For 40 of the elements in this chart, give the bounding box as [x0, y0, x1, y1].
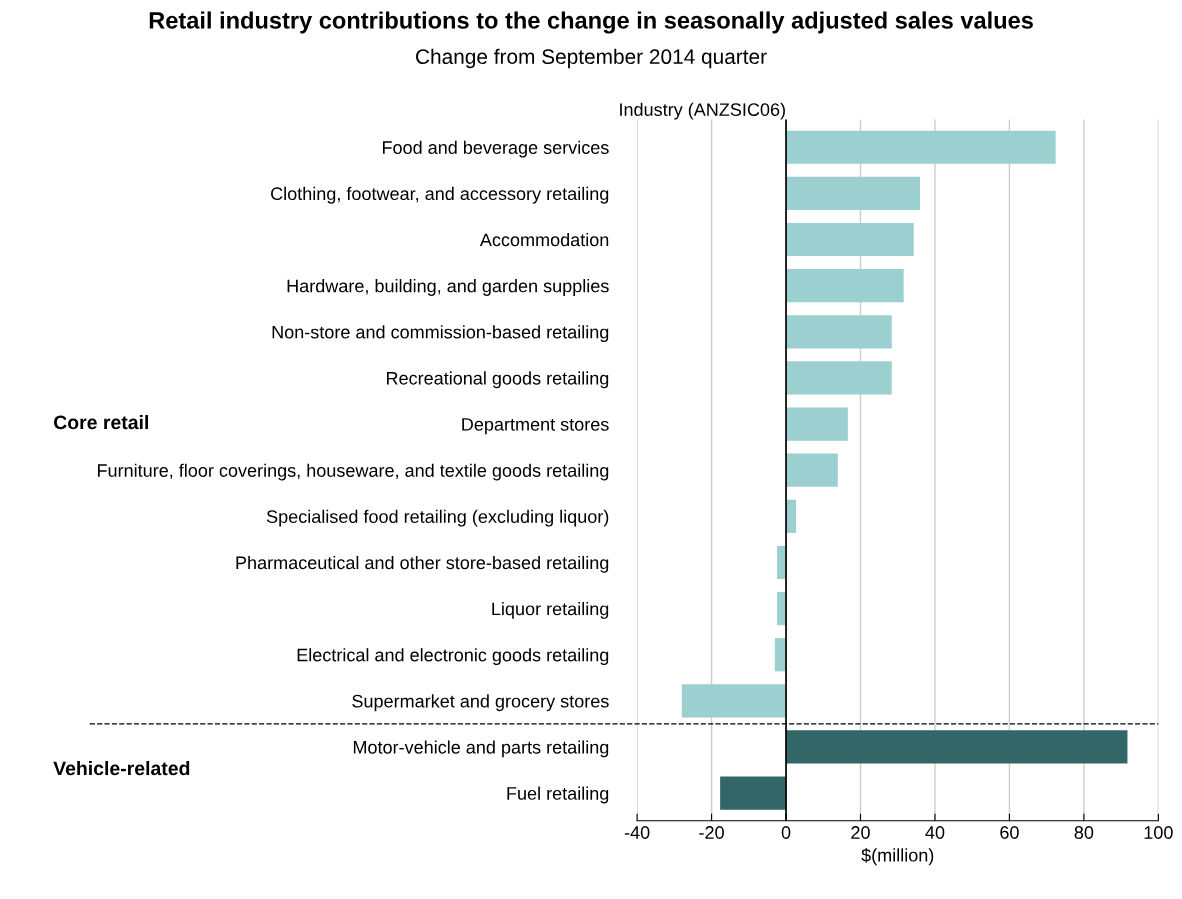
bar	[786, 176, 921, 210]
text: Vehicle-related	[53, 760, 190, 776]
bar	[786, 730, 1128, 764]
y-tick-label: Furniture, floor coverings, houseware, and textile goods retailing	[97, 463, 609, 481]
y-tick-label: Hardware, building, and garden supplies	[287, 279, 609, 296]
x-tick-label: -20	[699, 826, 724, 839]
bar	[681, 684, 787, 718]
y-tick-label: Fuel retailing	[507, 786, 609, 804]
chart-subtitle: Change from September 2014 quarter	[416, 48, 767, 69]
x-tick-label: 100	[1144, 826, 1173, 839]
x-tick-label: 40	[925, 826, 945, 839]
y-tick-label: Department stores	[462, 418, 609, 435]
y-tick-label: Pharmaceutical and other store-based retailing	[236, 555, 609, 573]
text: Core retail	[53, 414, 148, 430]
x-axis-title: $(million)	[861, 848, 934, 866]
y-axis-title: Industry (ANZSIC06)	[620, 102, 785, 120]
y-tick-label: Motor-vehicle and parts retailing	[353, 740, 609, 758]
y-tick-label: Food and beverage services	[382, 140, 609, 158]
y-tick-label: Specialised food retailing (excluding liquor)	[266, 509, 609, 527]
bar	[786, 130, 1056, 164]
bar	[786, 453, 838, 487]
y-tick-label: Liquor retailing	[492, 602, 609, 619]
chart-title: Retail industry contributions to the change in seasonally adjusted sales values	[149, 11, 1033, 34]
bar	[786, 222, 914, 257]
y-tick-label: Clothing, footwear, and accessory retailing	[271, 186, 609, 204]
x-tick-label: 80	[1074, 826, 1094, 839]
x-tick-label: 0	[781, 826, 791, 839]
bar	[786, 315, 892, 349]
x-tick-label: 60	[1000, 826, 1019, 839]
y-tick-label: Recreational goods retailing	[386, 371, 609, 389]
bar	[786, 361, 892, 395]
y-tick-label: Supermarket and grocery stores	[352, 694, 609, 712]
bar	[720, 776, 787, 810]
x-tick-label: -40	[624, 826, 650, 839]
y-tick-label: Non-store and commission-based retailing	[272, 325, 609, 343]
bar	[786, 269, 904, 303]
bar	[786, 407, 848, 441]
y-tick-label: Electrical and electronic goods retailing	[297, 648, 609, 665]
x-tick-label: 20	[851, 826, 870, 839]
y-tick-label: Accommodation	[479, 232, 609, 247]
